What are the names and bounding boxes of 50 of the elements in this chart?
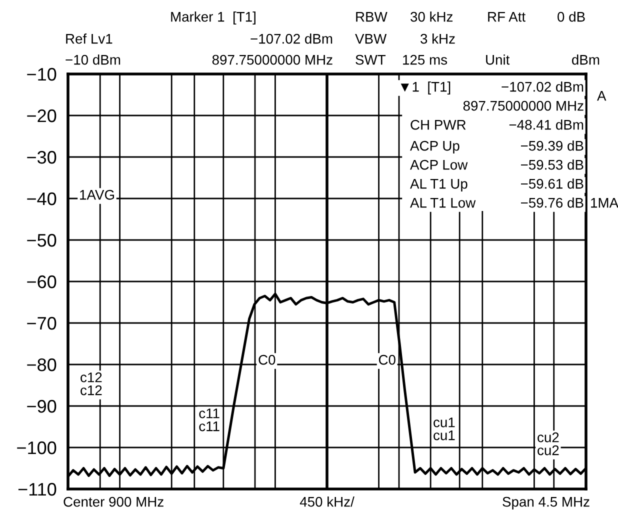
- y-tick-label: −20: [27, 109, 56, 122]
- annotation: c12 c12: [80, 372, 102, 396]
- annotation: −59.76 dB: [520, 198, 584, 208]
- text: Ref Lv1: [66, 34, 112, 44]
- annotation: C0: [258, 354, 276, 365]
- annotation: C0: [378, 354, 396, 365]
- annotation: AL T1 Low: [410, 198, 476, 208]
- text: Unit: [486, 54, 510, 65]
- text: 0 dB: [558, 12, 585, 22]
- annotation: −107.02 dBm: [502, 82, 584, 92]
- text: SWT: [356, 54, 386, 65]
- text: Marker 1 [T1]: [171, 12, 256, 24]
- text: Span 4.5 MHz: [502, 496, 590, 510]
- text: Center 900 MHz: [64, 496, 164, 507]
- y-tick-label: −100: [17, 441, 56, 454]
- y-tick-label: −70: [27, 316, 56, 330]
- annotation: c11 c11: [199, 408, 220, 432]
- annotation: −48.41 dBm: [509, 120, 584, 130]
- text: 30 kHz: [410, 12, 453, 22]
- y-tick-label: −30: [27, 150, 56, 164]
- annotation: ACP Up: [410, 140, 460, 154]
- text: 450 kHz/: [300, 496, 354, 507]
- text: 125 ms: [403, 54, 448, 65]
- annotation: 1AVG: [80, 190, 114, 200]
- text: VBW: [355, 34, 387, 44]
- text: A: [597, 91, 606, 101]
- annotation: −59.53 dB: [520, 160, 584, 170]
- text: −107.02 dBm: [250, 34, 332, 44]
- annotation: −59.39 dB: [520, 140, 584, 151]
- y-tick-label: −80: [27, 358, 56, 372]
- y-tick-label: −50: [27, 234, 56, 247]
- annotation: 897.75000000 MHz: [463, 100, 584, 111]
- annotation: cu1 cu1: [434, 418, 455, 440]
- y-tick-label: −110: [18, 482, 56, 496]
- text: dBm: [572, 54, 600, 65]
- annotation: ACP Low: [410, 160, 468, 170]
- text: −10 dBm: [66, 54, 120, 65]
- y-tick-label: −40: [27, 192, 56, 206]
- annotation: ▼1 [T1]: [400, 82, 450, 94]
- annotation: AL T1 Up: [410, 179, 468, 192]
- annotation: CH PWR: [410, 120, 466, 130]
- annotation: cu2 cu2: [538, 432, 559, 456]
- text: 3 kHz: [420, 34, 455, 44]
- text: RF Att: [488, 12, 526, 22]
- y-tick-label: −10: [27, 68, 56, 81]
- text: RBW: [356, 12, 388, 22]
- text: 897.75000000 MHz: [212, 54, 332, 65]
- y-tick-label: −90: [27, 400, 56, 413]
- y-tick-label: −60: [27, 275, 56, 288]
- annotation: −59.61 dB: [520, 178, 584, 189]
